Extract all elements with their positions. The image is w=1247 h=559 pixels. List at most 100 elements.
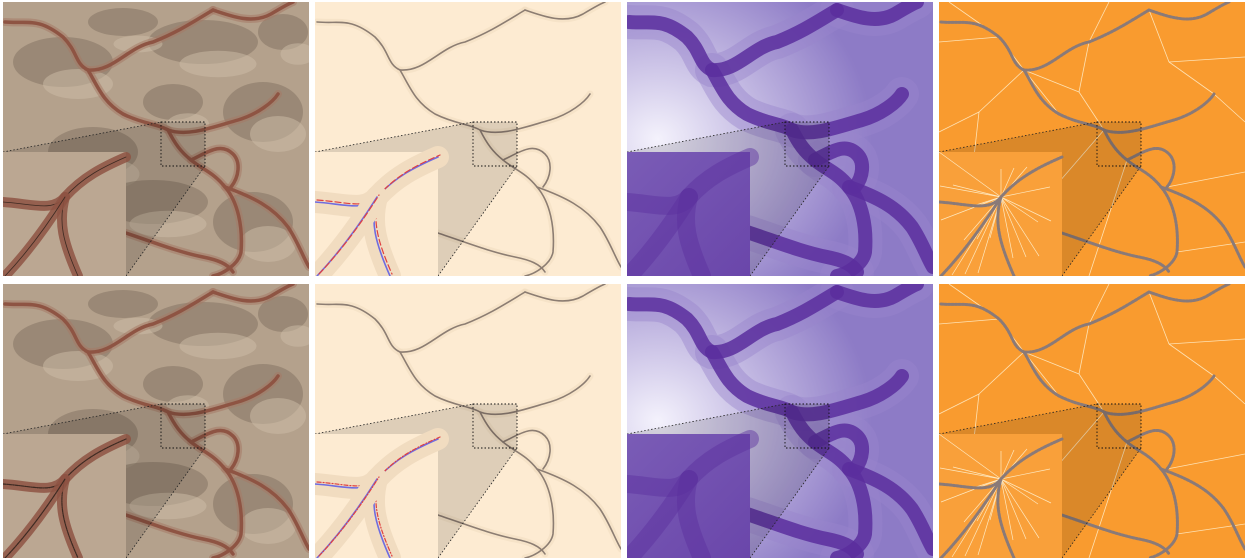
voronoi-zoom-box — [1096, 403, 1142, 449]
voronoi-inset-edge-12 — [1000, 167, 1015, 198]
voronoi-edge-2 — [978, 69, 1025, 113]
voronoi-edge-16 — [1078, 323, 1090, 375]
terrain-highlight-1 — [179, 50, 257, 78]
panel-top-vector-content — [315, 2, 621, 276]
terrain-highlight-6 — [240, 508, 296, 544]
terrain-river-4 — [189, 428, 240, 471]
voronoi-edge-3 — [939, 111, 980, 133]
vector-inset-red-1 — [375, 194, 393, 275]
voronoi-inset — [939, 151, 1064, 276]
vector-zoom-line-b — [437, 165, 518, 276]
voronoi-inset-edge-6 — [1000, 196, 1039, 223]
voronoi-inset-edge-12 — [1000, 449, 1015, 480]
voronoi-inset-edge-14 — [964, 196, 1002, 275]
voronoi-inset-edge-17 — [952, 184, 1002, 198]
distance-inset-band-0 — [627, 148, 759, 215]
voronoi-river-4 — [1125, 147, 1176, 189]
panel-bottom-distance — [627, 284, 933, 558]
voronoi-zoom-line-a — [939, 403, 1098, 435]
voronoi-river-1 — [1147, 2, 1231, 21]
distance-zoom-box — [784, 121, 830, 167]
terrain-shadow-7 — [143, 366, 203, 402]
distance-core-5 — [842, 180, 933, 274]
vector-zoom-box — [472, 121, 518, 167]
terrain-inset — [3, 152, 131, 276]
distance-inset-background — [627, 152, 750, 276]
voronoi-edge-18 — [1078, 373, 1105, 413]
voronoi-edge-3 — [939, 393, 980, 415]
terrain-river-1 — [211, 284, 295, 303]
terrain-shadow-7 — [143, 84, 203, 120]
vector-inset-red-2 — [318, 194, 380, 275]
voronoi-edge-14 — [1213, 93, 1245, 123]
terrain-highlight-1 — [179, 332, 257, 360]
terrain-inset-thalweg-2 — [4, 196, 66, 276]
vector-inset — [315, 428, 449, 558]
voronoi-inset-edge-0 — [939, 433, 1002, 480]
terrain-river-5 — [223, 467, 309, 551]
distance-zoom-line-a — [627, 121, 786, 153]
terrain-zoom-line-a — [3, 403, 162, 435]
distance-inset-band-2 — [627, 470, 698, 558]
panel-top-distance-content — [627, 2, 933, 276]
terrain-river-4 — [189, 146, 240, 189]
vector-river-1 — [524, 284, 606, 302]
terrain-river-6 — [121, 512, 235, 556]
voronoi-edge-16 — [1078, 41, 1090, 93]
distance-core-6 — [740, 507, 864, 558]
voronoi-river-6 — [1057, 512, 1171, 556]
voronoi-edge-6 — [1148, 291, 1170, 345]
panel-bottom-terrain — [3, 284, 309, 558]
panel-bottom-distance-content — [627, 284, 933, 558]
voronoi-zoom-line-b — [1061, 447, 1142, 558]
voronoi-zoom-box — [1096, 121, 1142, 167]
distance-zoom-box — [784, 403, 830, 449]
distance-inset-band-0 — [627, 430, 759, 497]
vector-river-4 — [502, 147, 551, 188]
vector-zoom-line-a — [315, 403, 474, 435]
voronoi-edge-9 — [1058, 411, 1105, 465]
panel-top-voronoi-content — [939, 2, 1245, 276]
voronoi-inset — [939, 433, 1064, 558]
voronoi-edge-7 — [1168, 343, 1215, 377]
distance-core-1 — [830, 2, 924, 26]
panel-top-distance — [627, 2, 933, 276]
voronoi-inset-edge-2 — [1000, 478, 1014, 541]
vector-river-6 — [434, 513, 546, 555]
voronoi-edge-8 — [1168, 56, 1245, 63]
voronoi-edge-14 — [1213, 375, 1245, 405]
vector-zoom-box — [472, 403, 518, 449]
terrain-zoom-box — [160, 403, 206, 449]
terrain-zoom-line-a — [3, 121, 162, 153]
distance-inset — [627, 430, 759, 558]
voronoi-edge-12 — [1166, 453, 1245, 470]
voronoi-river-4 — [1125, 429, 1176, 471]
voronoi-edge-0 — [939, 318, 1000, 325]
voronoi-inset-river-2 — [939, 195, 1003, 276]
voronoi-inset-edge-10 — [939, 185, 1002, 198]
voronoi-inset-edge-0 — [939, 151, 1002, 198]
voronoi-zoom-line-b — [1061, 165, 1142, 276]
distance-inset-band-1 — [676, 470, 711, 558]
voronoi-edge-7 — [1168, 61, 1215, 95]
voronoi-inset-edge-20 — [940, 478, 1002, 503]
panel-bottom-voronoi — [939, 284, 1245, 558]
vector-river-1 — [524, 2, 606, 20]
vector-inset-red-2 — [318, 476, 380, 557]
terrain-highlight-2 — [250, 116, 306, 152]
terrain-highlight-8 — [280, 325, 309, 347]
terrain-zoom-line-b — [125, 165, 206, 276]
vector-river-4 — [502, 429, 551, 470]
distance-inset-band-1 — [676, 188, 711, 276]
voronoi-edge-8 — [1168, 338, 1245, 345]
terrain-zoom-line-b — [125, 447, 206, 558]
voronoi-inset-river-2 — [939, 477, 1003, 558]
voronoi-inset-edge-9 — [1000, 196, 1027, 258]
voronoi-edge-11 — [1088, 441, 1128, 558]
voronoi-edge-17 — [1023, 69, 1080, 93]
panel-top-voronoi — [939, 2, 1245, 276]
terrain-highlight-8 — [280, 43, 309, 65]
voronoi-river-6 — [1057, 230, 1171, 274]
voronoi-inset-river-1 — [996, 477, 1016, 558]
voronoi-inset-edge-10 — [939, 467, 1002, 480]
